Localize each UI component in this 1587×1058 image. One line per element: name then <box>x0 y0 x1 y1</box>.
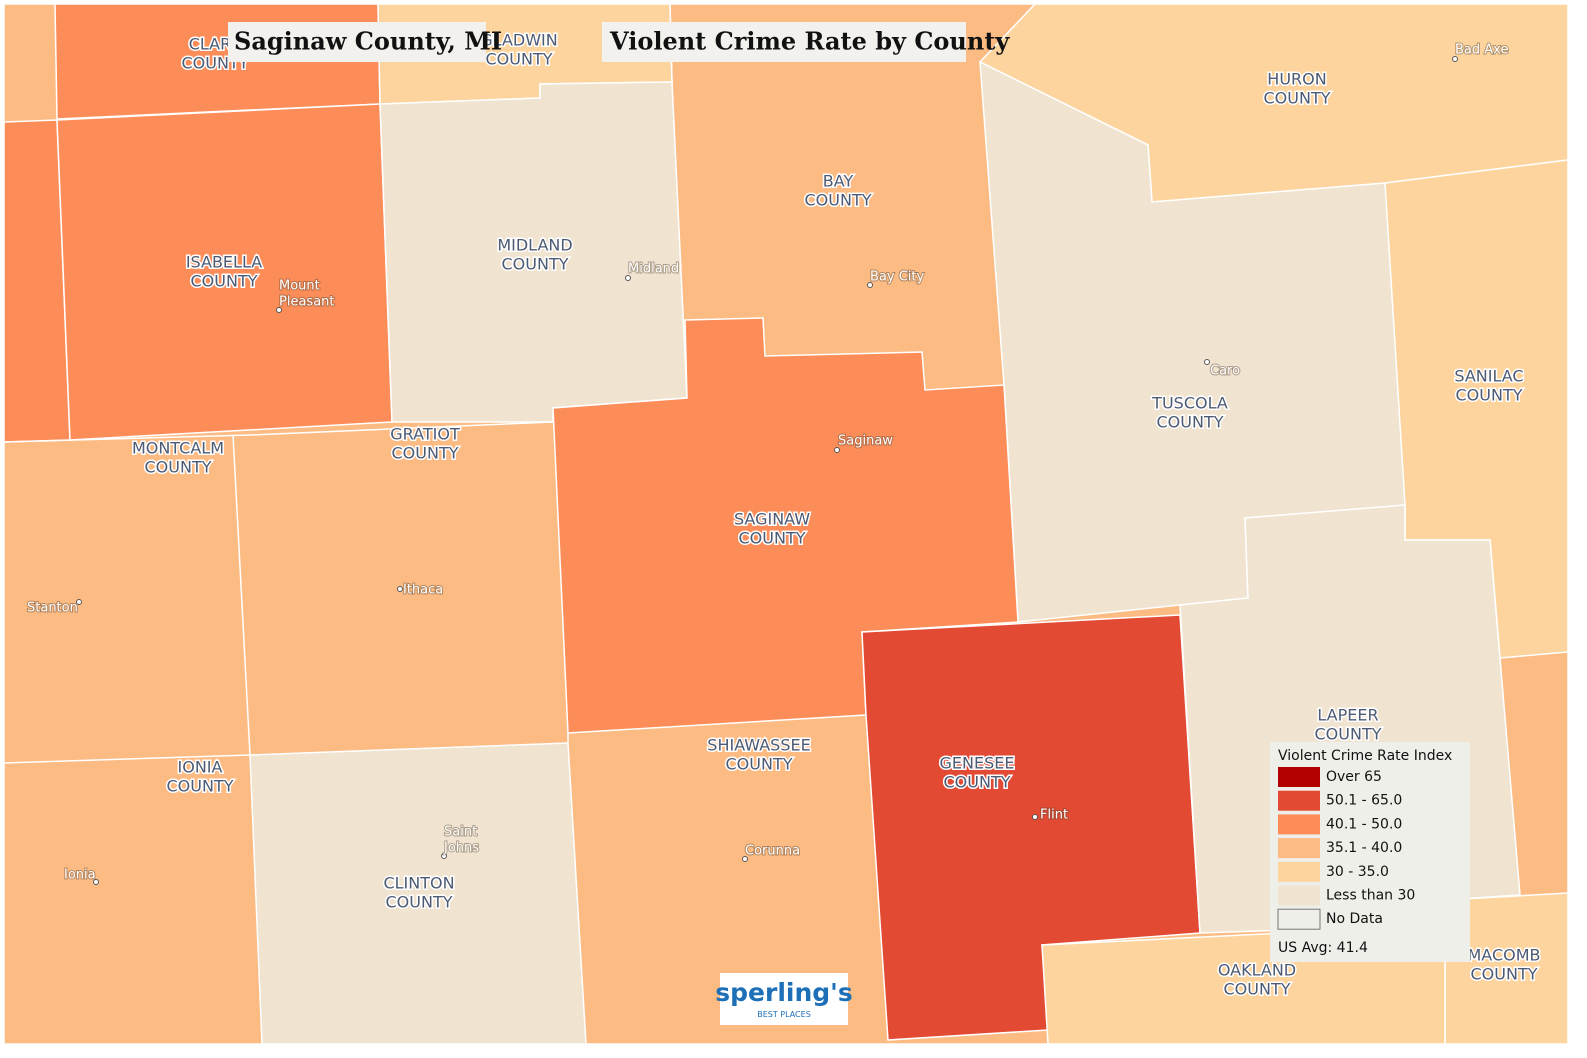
county-label: LAPEER <box>1317 706 1378 725</box>
city-label: Saint <box>444 825 477 840</box>
county-label: MONTCALM <box>132 439 224 458</box>
county-label: GLADWIN <box>480 31 557 50</box>
city-dot <box>76 599 82 605</box>
county-label: COUNTY <box>1315 725 1382 744</box>
legend-title: Violent Crime Rate Index <box>1278 748 1452 764</box>
county-label: COUNTY <box>486 50 553 69</box>
county-label: SANILAC <box>1454 367 1523 386</box>
border <box>232 434 251 756</box>
city-dot <box>1032 814 1038 820</box>
city-label: Bay City <box>870 270 924 285</box>
city-dot <box>867 282 873 288</box>
county-label: SHIAWASSEE <box>707 736 810 755</box>
county-label: COUNTY <box>1224 980 1291 999</box>
legend-label: 50.1 - 65.0 <box>1326 793 1402 809</box>
city-dot <box>1204 359 1210 365</box>
legend-note: US Avg: 41.4 <box>1278 940 1368 956</box>
county-label: COUNTY <box>1157 413 1224 432</box>
city-label: Ionia <box>64 868 96 883</box>
legend-swatch <box>1278 885 1320 906</box>
county-label: ISABELLA <box>186 253 262 272</box>
county-label: COUNTY <box>502 255 569 274</box>
county-label: COUNTY <box>726 755 793 774</box>
legend: Violent Crime Rate Index US Avg: 41.4 Ov… <box>1270 742 1470 962</box>
county-label: COUNTY <box>1471 965 1538 984</box>
county-label: COUNTY <box>392 444 459 463</box>
city-label: Johns <box>443 841 479 856</box>
county-label: IONIA <box>178 758 223 777</box>
subtitle-box <box>602 22 966 62</box>
labels: CLARECOUNTYGLADWINCOUNTYHURONCOUNTYBAYCO… <box>26 29 1542 1000</box>
legend-swatch <box>1278 861 1320 882</box>
county-label: TUSCOLA <box>1151 394 1228 413</box>
city-label: Mount <box>279 279 320 294</box>
county-label: COUNTY <box>1456 386 1523 405</box>
city-dot <box>742 856 748 862</box>
city-label: Pleasant <box>279 295 335 310</box>
legend-label: 40.1 - 50.0 <box>1326 816 1402 832</box>
legend-swatch <box>1278 767 1320 787</box>
legend-label: No Data <box>1326 911 1383 927</box>
logo-box <box>720 973 848 1025</box>
city-dot <box>625 275 631 281</box>
legend-swatch <box>1278 814 1320 835</box>
legend-label: Over 65 <box>1326 769 1382 785</box>
county-label: COUNTY <box>167 777 234 796</box>
legend-swatch <box>1277 908 1321 930</box>
city-label: Bad Axe <box>1455 43 1508 58</box>
legend-label: 35.1 - 40.0 <box>1326 840 1402 856</box>
city-dot <box>441 853 447 859</box>
border <box>3 754 251 764</box>
city-dot <box>1452 56 1458 62</box>
county-label: COUNTY <box>386 893 453 912</box>
city-label: Corunna <box>745 844 800 859</box>
county-label: MACOMB <box>1467 946 1540 965</box>
county-label: HURON <box>1267 70 1326 89</box>
county-label: COUNTY <box>739 529 806 548</box>
city-label: Flint <box>1040 808 1068 823</box>
county-shape <box>249 742 587 1045</box>
city-dot <box>397 586 403 592</box>
logo: sperling's <box>715 978 852 1007</box>
subtitle: Violent Crime Rate by County <box>609 27 1010 56</box>
county-label: COUNTY <box>191 272 258 291</box>
title: Saginaw County, MI <box>234 27 502 56</box>
county-label: OAKLAND <box>1218 961 1296 980</box>
city-label: Midland <box>628 262 679 277</box>
border <box>3 421 554 443</box>
county-label: MIDLAND <box>497 236 572 255</box>
county-label: COUNTY <box>145 458 212 477</box>
county-label: GENESEE <box>940 754 1015 773</box>
legend-label: 30 - 35.0 <box>1326 864 1389 880</box>
county-label: BAY <box>823 172 854 191</box>
legend-swatch <box>1278 838 1320 859</box>
city-label: Saginaw <box>838 434 893 449</box>
county-label: COUNTY <box>1264 89 1331 108</box>
county-label: SAGINAW <box>734 510 810 529</box>
logo-tagline: BEST PLACES <box>757 1010 811 1019</box>
city-dot <box>834 447 840 453</box>
county-label: GRATIOT <box>390 425 460 444</box>
city-label: Ithaca <box>403 583 443 598</box>
title-box <box>228 22 486 62</box>
county-label: COUNTY <box>944 773 1011 792</box>
city-label: Stanton <box>27 601 78 616</box>
legend-swatch <box>1278 790 1320 811</box>
legend-label: Less than 30 <box>1326 888 1415 904</box>
city-dot <box>93 879 99 885</box>
city-label: Caro <box>1210 364 1240 379</box>
county-label: COUNTY <box>805 191 872 210</box>
city-dot <box>276 307 282 313</box>
county-label: CLINTON <box>383 874 454 893</box>
